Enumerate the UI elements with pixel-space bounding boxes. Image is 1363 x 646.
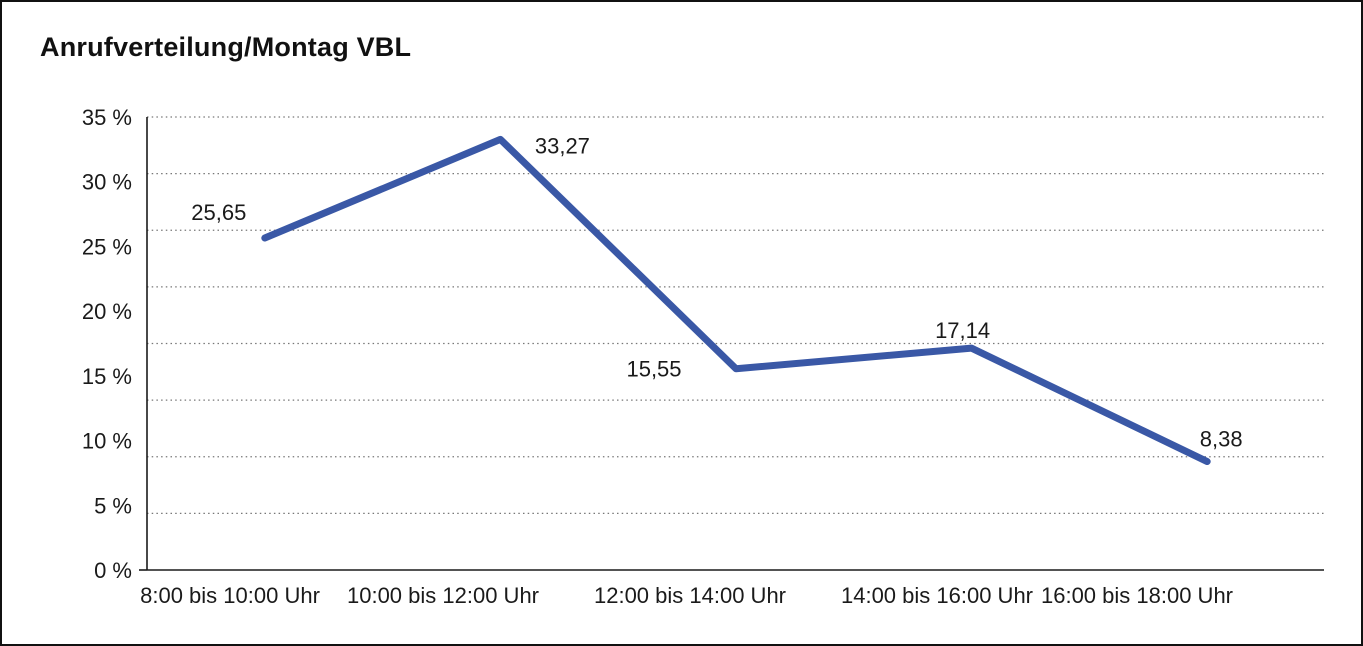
data-point-label: 15,55 — [626, 357, 681, 382]
y-axis-tick-label: 0 % — [94, 558, 132, 583]
data-point-label: 17,14 — [935, 318, 990, 343]
x-axis-tick-label: 8:00 bis 10:00 Uhr — [140, 583, 320, 608]
y-axis-tick-label: 30 % — [82, 170, 132, 195]
y-axis-tick-label: 20 % — [82, 299, 132, 324]
x-axis-tick-label: 14:00 bis 16:00 Uhr — [841, 583, 1033, 608]
x-axis-tick-label: 10:00 bis 12:00 Uhr — [347, 583, 539, 608]
y-axis-tick-label: 35 % — [82, 105, 132, 130]
chart-title: Anrufverteilung/Montag VBL — [40, 32, 412, 62]
y-axis-tick-label: 10 % — [82, 429, 132, 454]
x-axis-tick-label: 12:00 bis 14:00 Uhr — [594, 583, 786, 608]
y-axis-tick-label: 5 % — [94, 493, 132, 518]
y-axis-tick-label: 25 % — [82, 234, 132, 259]
y-axis-tick-label: 15 % — [82, 364, 132, 389]
data-line — [261, 135, 1211, 466]
x-axis-tick-label: 16:00 bis 18:00 Uhr — [1041, 583, 1233, 608]
data-point-label: 8,38 — [1200, 427, 1243, 452]
data-point-label: 33,27 — [535, 133, 590, 158]
data-point-label: 25,65 — [191, 200, 246, 225]
